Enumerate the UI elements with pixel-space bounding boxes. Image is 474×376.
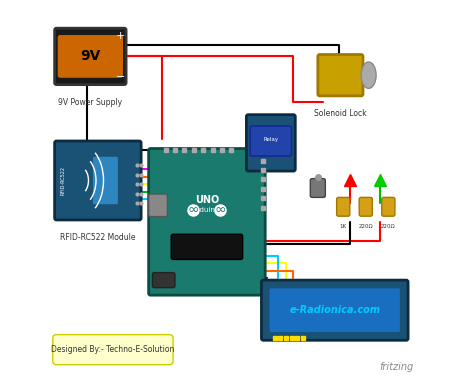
FancyBboxPatch shape — [250, 126, 292, 156]
Text: ∞: ∞ — [188, 203, 199, 217]
FancyBboxPatch shape — [262, 280, 408, 340]
FancyBboxPatch shape — [153, 273, 175, 288]
FancyBboxPatch shape — [92, 156, 118, 205]
Text: Solenoid Lock: Solenoid Lock — [314, 109, 367, 118]
Text: UNO: UNO — [195, 196, 219, 205]
FancyBboxPatch shape — [310, 179, 325, 197]
Text: RFID-RC522: RFID-RC522 — [60, 166, 65, 195]
FancyBboxPatch shape — [55, 28, 126, 85]
Text: Relay: Relay — [263, 136, 278, 142]
FancyBboxPatch shape — [269, 288, 401, 333]
FancyBboxPatch shape — [318, 55, 363, 96]
FancyBboxPatch shape — [58, 36, 122, 77]
FancyBboxPatch shape — [149, 194, 167, 217]
FancyBboxPatch shape — [171, 234, 243, 259]
FancyBboxPatch shape — [337, 197, 350, 216]
Text: 220Ω: 220Ω — [358, 224, 373, 229]
Text: Designed By:- Techno-E-Solution: Designed By:- Techno-E-Solution — [51, 345, 174, 354]
Text: 9V: 9V — [80, 49, 100, 64]
Ellipse shape — [361, 62, 376, 88]
Text: Arduino: Arduino — [193, 208, 220, 214]
FancyBboxPatch shape — [55, 141, 141, 220]
Text: fritzing: fritzing — [380, 362, 414, 372]
FancyBboxPatch shape — [382, 197, 395, 216]
Text: ∞: ∞ — [215, 203, 226, 217]
FancyBboxPatch shape — [246, 115, 295, 171]
FancyBboxPatch shape — [359, 197, 373, 216]
Text: RFID-RC522 Module: RFID-RC522 Module — [60, 233, 136, 242]
Text: 1K: 1K — [339, 224, 346, 229]
Text: +: + — [116, 31, 125, 41]
Text: 220Ω: 220Ω — [381, 224, 395, 229]
Text: −: − — [116, 72, 125, 82]
Text: 9V Power Supply: 9V Power Supply — [58, 98, 122, 107]
Text: e-Radionica.com: e-Radionica.com — [289, 305, 380, 315]
FancyBboxPatch shape — [149, 149, 265, 295]
FancyBboxPatch shape — [53, 335, 173, 365]
